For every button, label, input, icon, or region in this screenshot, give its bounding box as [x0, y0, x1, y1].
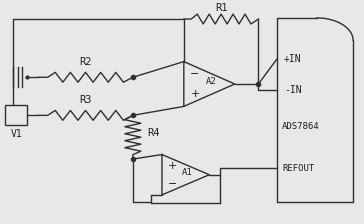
Text: A1: A1 — [182, 168, 193, 177]
Text: −: − — [168, 179, 177, 189]
Text: R1: R1 — [215, 3, 228, 13]
Text: V1: V1 — [11, 129, 22, 139]
Text: R3: R3 — [79, 95, 92, 105]
Text: REFOUT: REFOUT — [282, 164, 314, 172]
Text: −: − — [190, 69, 200, 79]
Text: R4: R4 — [147, 128, 160, 138]
Text: +: + — [190, 89, 200, 99]
FancyBboxPatch shape — [5, 105, 27, 125]
Text: R2: R2 — [79, 57, 92, 67]
Text: A2: A2 — [206, 77, 217, 86]
Text: +IN: +IN — [284, 54, 301, 64]
Text: ADS7864: ADS7864 — [282, 122, 320, 131]
Text: +: + — [168, 161, 177, 171]
Text: -IN: -IN — [284, 85, 301, 95]
